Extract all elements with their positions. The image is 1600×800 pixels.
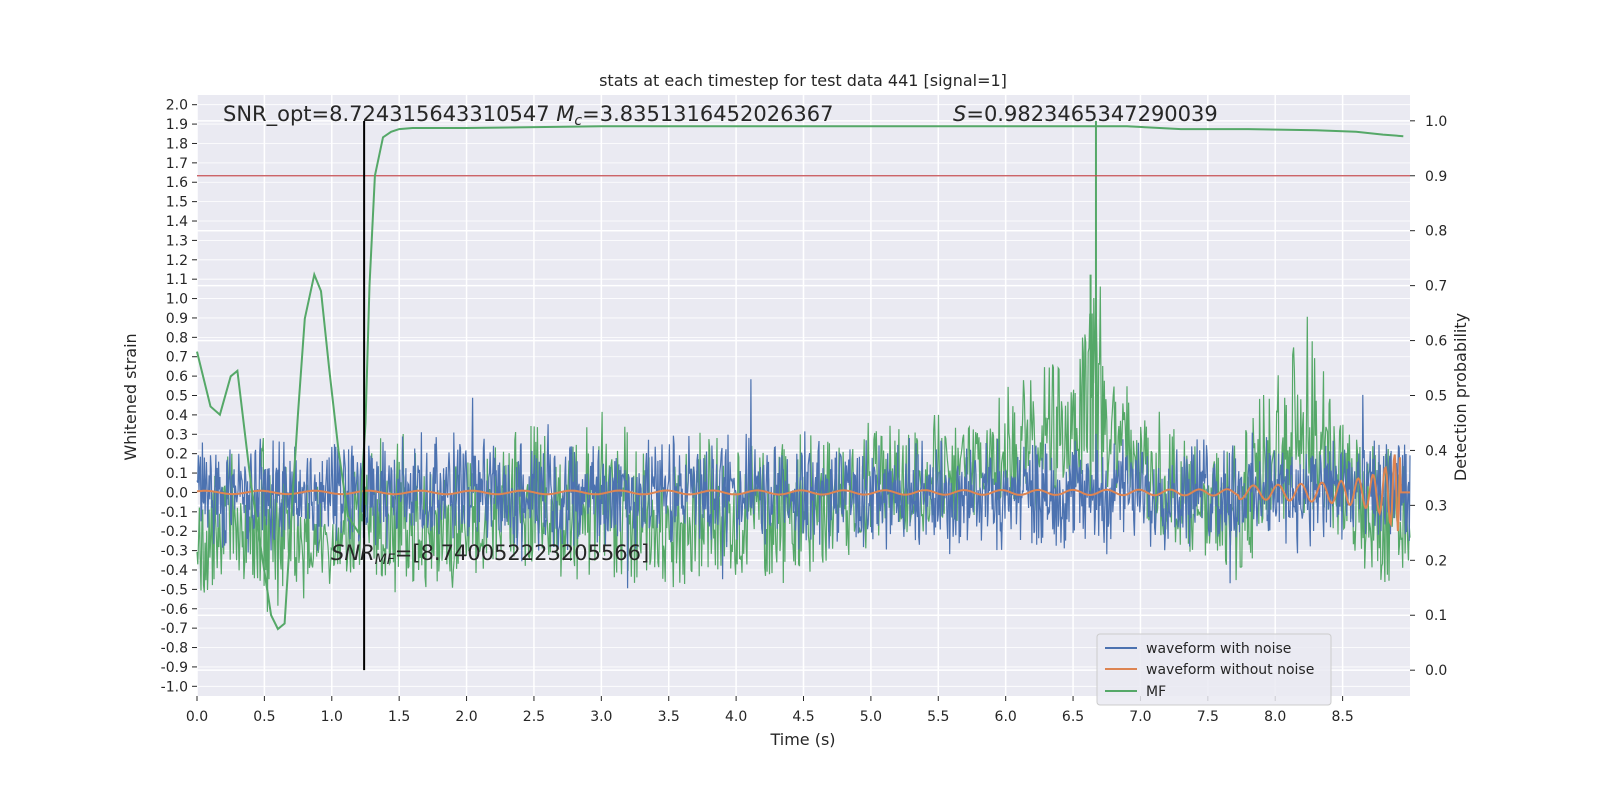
- x-tick-label: 7.0: [1129, 709, 1151, 725]
- x-tick-label: 0.0: [186, 709, 208, 725]
- chart-title: stats at each timestep for test data 441…: [599, 71, 1007, 90]
- waveform-without-noise-series: [196, 454, 1410, 532]
- left-tick-label: -0.4: [161, 563, 188, 579]
- left-tick-label: -0.2: [161, 524, 188, 540]
- legend-label-waveform-with-noise: waveform with noise: [1146, 641, 1291, 657]
- left-tick-label: 1.4: [166, 214, 188, 230]
- left-tick-label: 1.7: [166, 156, 188, 172]
- right-tick-label: 0.8: [1425, 224, 1447, 240]
- x-tick-label: 1.5: [388, 709, 410, 725]
- left-tick-label: 1.3: [166, 233, 188, 249]
- right-tick-label: 0.3: [1425, 498, 1447, 514]
- left-tick-label: -0.9: [161, 660, 188, 676]
- snr-mf-annotation: SNRMF=[8.740052223205566]: [331, 541, 649, 568]
- noise-trace: [196, 379, 1411, 589]
- waveform-with-noise-series: [196, 379, 1411, 589]
- left-tick-label: -0.8: [161, 641, 188, 657]
- right-tick-label: 0.1: [1425, 608, 1447, 624]
- right-tick-label: 0.4: [1425, 443, 1447, 459]
- left-axis-ticks: -1.0 -0.9 -0.8 -0.7 -0.6 -0.5 -0.4 -0.3 -0.2 -0.1…: [161, 98, 197, 695]
- x-tick-label: 4.5: [792, 709, 814, 725]
- right-tick-label: 0.5: [1425, 389, 1447, 405]
- left-tick-label: -0.3: [161, 544, 188, 560]
- x-axis-ticks: 0.0 0.5 1.0 1.5 2.0 2.5 3.0 3.5 4.0 4.5 5.0 5.5 6.0 6…: [186, 696, 1354, 725]
- x-tick-label: 6.5: [1062, 709, 1084, 725]
- left-tick-label: 0.8: [166, 330, 188, 346]
- snr-opt-annotation: SNR_opt=8.724315643310547 Mc=3.835131645…: [223, 102, 834, 129]
- s-annotation: S=0.9823465347290039: [953, 102, 1218, 126]
- left-tick-label: 1.8: [166, 136, 188, 152]
- right-axis-label: Detection probability: [1451, 313, 1470, 481]
- left-tick-label: 0.2: [166, 447, 188, 463]
- left-tick-label: 1.1: [166, 272, 188, 288]
- left-tick-label: 0.3: [166, 427, 188, 443]
- left-tick-label: 0.9: [166, 311, 188, 327]
- x-tick-label: 3.0: [590, 709, 612, 725]
- x-tick-label: 8.5: [1331, 709, 1353, 725]
- x-tick-label: 3.5: [658, 709, 680, 725]
- left-tick-label: -0.1: [161, 505, 188, 521]
- left-tick-label: 1.6: [166, 175, 188, 191]
- x-tick-label: 6.0: [995, 709, 1017, 725]
- left-tick-label: 0.6: [166, 369, 188, 385]
- right-tick-label: 0.2: [1425, 553, 1447, 569]
- x-tick-label: 2.5: [523, 709, 545, 725]
- chirp-trace: [196, 454, 1410, 532]
- x-tick-label: 2.0: [455, 709, 477, 725]
- x-tick-label: 4.0: [725, 709, 747, 725]
- x-tick-label: 1.0: [321, 709, 343, 725]
- x-tick-label: 0.5: [253, 709, 275, 725]
- left-tick-label: -0.5: [161, 582, 188, 598]
- left-axis-label: Whitened strain: [121, 333, 140, 460]
- x-axis-label: Time (s): [769, 730, 835, 749]
- left-tick-label: 1.2: [166, 253, 188, 269]
- legend-label-mf: MF: [1146, 684, 1166, 700]
- right-tick-label: 0.7: [1425, 279, 1447, 295]
- x-tick-label: 7.5: [1197, 709, 1219, 725]
- right-axis-ticks: 0.0 0.1 0.2 0.3 0.4 0.5 0.6 0.7 0.8 0.9 1.0: [1410, 114, 1447, 679]
- left-tick-label: 0.1: [166, 466, 188, 482]
- x-tick-label: 5.5: [927, 709, 949, 725]
- right-tick-label: 1.0: [1425, 114, 1447, 130]
- left-tick-label: 1.9: [166, 117, 188, 133]
- left-tick-label: 0.4: [166, 408, 188, 424]
- left-tick-label: 2.0: [166, 98, 188, 114]
- left-tick-label: -1.0: [161, 679, 188, 695]
- detection-probability-line: [196, 125, 1404, 631]
- legend: waveform with noise waveform without noi…: [1096, 633, 1332, 706]
- left-tick-label: 0.7: [166, 350, 188, 366]
- x-tick-label: 8.0: [1264, 709, 1286, 725]
- left-tick-label: 1.0: [166, 292, 188, 308]
- left-tick-label: 0.5: [166, 389, 188, 405]
- legend-label-waveform-without-noise: waveform without noise: [1146, 662, 1314, 678]
- left-tick-label: 1.5: [166, 195, 188, 211]
- legend-box: [1096, 633, 1332, 706]
- left-tick-label: -0.7: [161, 621, 188, 637]
- right-tick-label: 0.0: [1425, 663, 1447, 679]
- x-tick-label: 5.0: [860, 709, 882, 725]
- right-tick-label: 0.9: [1425, 169, 1447, 185]
- left-tick-label: -0.6: [161, 602, 188, 618]
- right-tick-label: 0.6: [1425, 334, 1447, 350]
- left-tick-label: 0.0: [166, 485, 188, 501]
